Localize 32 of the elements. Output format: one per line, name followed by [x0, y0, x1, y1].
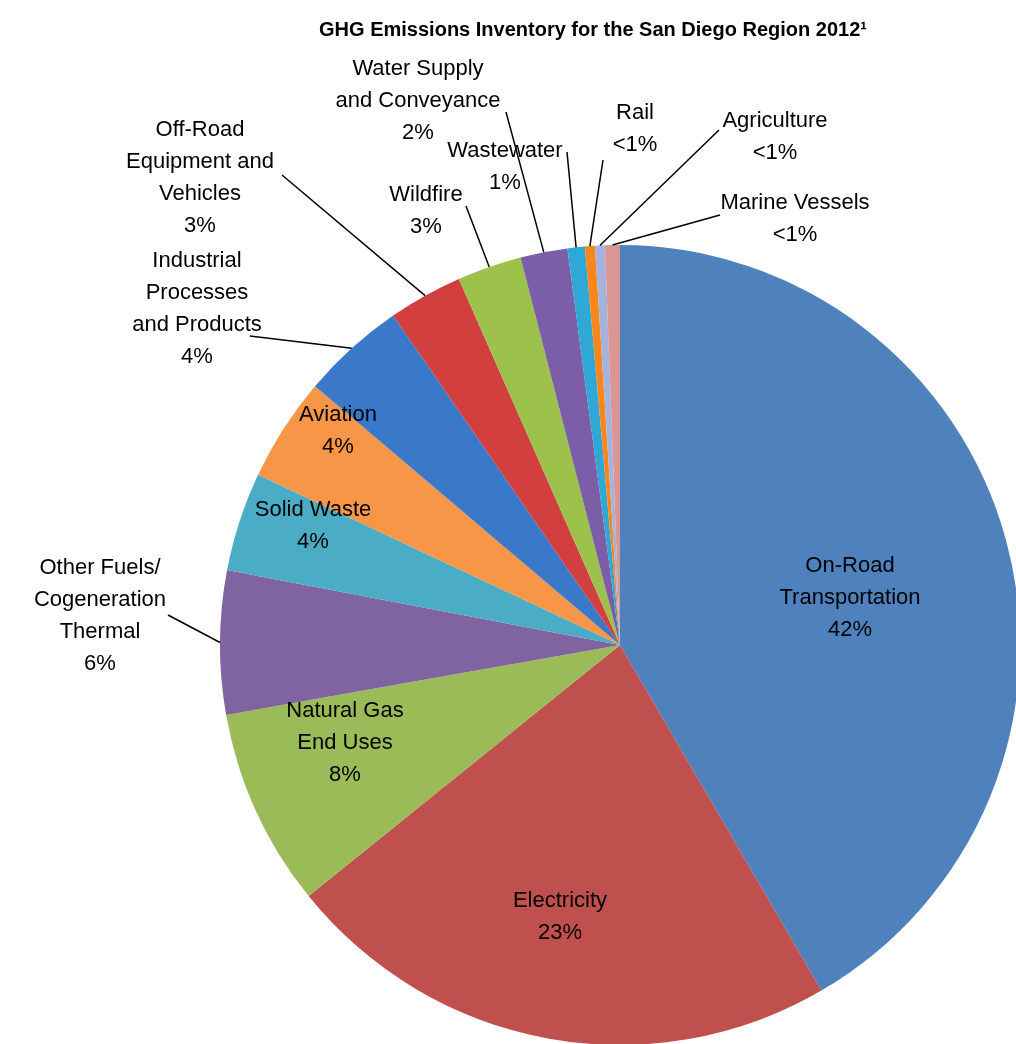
slice-label: Water Supply and Conveyance: [335, 55, 501, 112]
pie-slice: [520, 248, 620, 645]
slice-label: Rail: [616, 99, 654, 124]
pie-slice: [220, 570, 620, 716]
data-label: 4%: [297, 528, 329, 553]
data-label: 1%: [489, 169, 521, 194]
data-label: 3%: [184, 212, 216, 237]
pie-slice: [393, 278, 620, 645]
slice-label: Other Fuels/ Cogeneration Thermal: [33, 554, 167, 643]
slice-label: On-Road Transportation: [779, 552, 921, 609]
data-label: 3%: [410, 213, 442, 238]
data-label: <1%: [752, 139, 798, 164]
pie-slice: [258, 386, 620, 645]
data-label: <1%: [772, 221, 818, 246]
slice-label: Industrial Processes and Products: [132, 247, 262, 336]
data-label: <1%: [612, 131, 658, 156]
data-label: 4%: [322, 433, 354, 458]
data-label: 42%: [827, 616, 873, 641]
pie-slice: [458, 257, 620, 645]
slice-label: Electricity: [512, 887, 608, 912]
slice-label: Natural Gas End Uses: [286, 697, 404, 754]
slice-label: Wildfire: [389, 181, 463, 206]
data-label: 6%: [84, 650, 116, 675]
chart-title: GHG Emissions Inventory for the San Diego Region 2012¹: [319, 18, 868, 40]
pie-slice: [227, 474, 620, 645]
slice-label: Agriculture: [722, 107, 828, 132]
data-label: 4%: [181, 343, 213, 368]
data-label: 8%: [329, 761, 361, 786]
slice-label: Off-Road Equipment and Vehicles: [126, 116, 274, 205]
slice-label: Marine Vessels: [720, 189, 870, 214]
data-label: 23%: [537, 919, 583, 944]
data-label: 2%: [402, 119, 434, 144]
